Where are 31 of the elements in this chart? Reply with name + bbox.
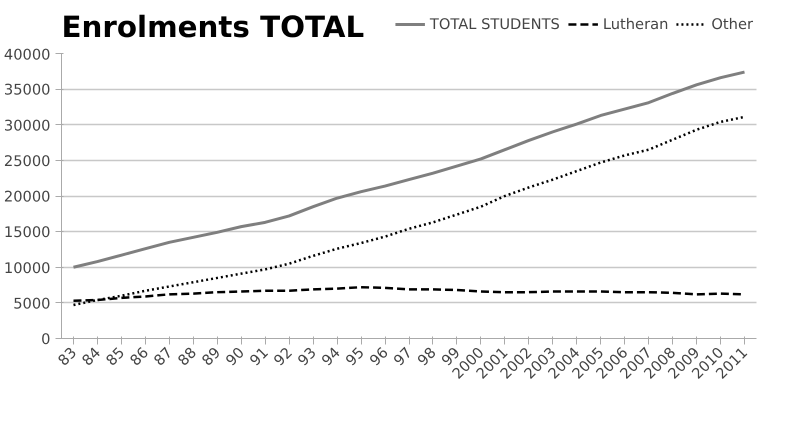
line-series	[72, 116, 746, 306]
y-tick-label: 0	[41, 331, 51, 348]
x-tick-label: 83	[54, 344, 80, 370]
x-tick-label: 91	[246, 344, 272, 370]
x-tick-label: 90	[222, 344, 248, 370]
x-tick-label: 98	[414, 344, 440, 370]
x-tick-label: 92	[270, 344, 296, 370]
x-tick-label: 87	[150, 344, 176, 370]
x-tick-label: 84	[78, 344, 104, 370]
line-series	[72, 70, 746, 269]
legend-label: TOTAL STUDENTS	[430, 16, 560, 32]
x-tick-label: 89	[198, 344, 224, 370]
y-tick-label: 15000	[4, 224, 50, 242]
legend-label: Other	[711, 16, 753, 32]
x-tick-label: 96	[366, 344, 392, 370]
legend-label: Lutheran	[602, 16, 668, 32]
y-tick-label: 5000	[13, 295, 51, 312]
y-tick-label: 40000	[4, 46, 50, 64]
x-tick-label: 97	[390, 344, 416, 370]
y-tick-label: 10000	[4, 260, 50, 277]
x-tick-label: 95	[342, 344, 368, 370]
y-tick-label: 20000	[4, 188, 50, 206]
x-tick-label: 86	[126, 344, 152, 370]
x-tick-label: 85	[102, 344, 128, 370]
x-tick-label: 93	[294, 344, 320, 370]
x-tick-label: 88	[174, 344, 200, 370]
chart-title: Enrolments TOTAL	[62, 10, 364, 44]
y-tick-label: 30000	[4, 117, 50, 134]
y-tick-label: 35000	[4, 82, 50, 99]
x-tick-label: 94	[318, 344, 344, 370]
y-tick-label: 25000	[4, 152, 50, 170]
